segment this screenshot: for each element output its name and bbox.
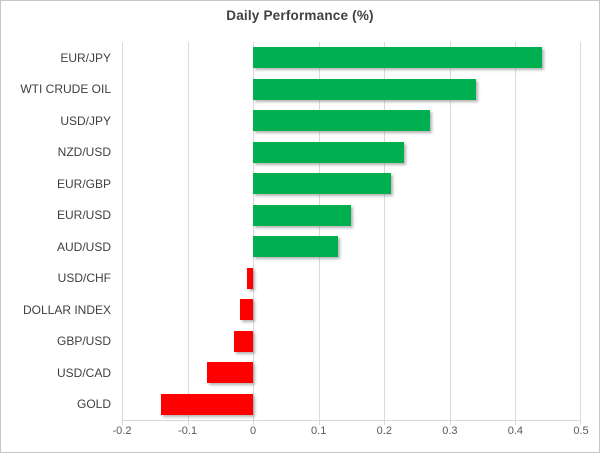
bar-usd-cad: [207, 362, 254, 384]
category-label-wti-crude-oil: WTI CRUDE OIL: [20, 82, 111, 97]
category-label-usd-cad: USD/CAD: [56, 365, 111, 380]
x-tick-label: 0.1: [311, 425, 327, 437]
category-label-dollar-index: DOLLAR INDEX: [22, 302, 111, 317]
bar-eur-usd: [253, 204, 352, 226]
bar-aud-usd: [253, 236, 339, 258]
x-tick-label: 0.2: [376, 425, 392, 437]
category-label-gold: GOLD: [76, 397, 111, 412]
bar-eur-gbp: [253, 173, 391, 195]
chart-title: Daily Performance (%): [226, 8, 374, 23]
gridline: [449, 42, 451, 425]
x-tick-label: -0.2: [112, 425, 132, 437]
category-label-usd-jpy: USD/JPY: [60, 113, 111, 128]
category-label-nzd-usd: NZD/USD: [57, 145, 111, 160]
category-label-usd-chf: USD/CHF: [57, 271, 111, 286]
category-label-eur-gbp: EUR/GBP: [56, 176, 111, 191]
gridline: [515, 42, 517, 425]
gridline: [122, 42, 123, 425]
category-label-eur-usd: EUR/USD: [56, 208, 111, 223]
x-tick-label: 0.5: [573, 425, 589, 437]
bar-nzd-usd: [253, 141, 404, 163]
x-axis-line: [122, 420, 581, 421]
category-label-eur-jpy: EUR/JPY: [60, 50, 111, 65]
gridline: [187, 42, 189, 425]
gridline: [318, 42, 320, 425]
gridline: [384, 42, 386, 425]
x-tick-label: 0: [250, 425, 257, 437]
bar-dollar-index: [240, 299, 254, 321]
x-tick-label: -0.1: [178, 425, 198, 437]
bar-gbp-usd: [233, 330, 254, 352]
bar-eur-jpy: [253, 47, 542, 69]
bar-usd-chf: [246, 267, 254, 289]
category-label-gbp-usd: GBP/USD: [56, 334, 111, 349]
x-tick-label: 0.3: [442, 425, 458, 437]
bar-gold: [161, 393, 254, 415]
gridline: [580, 42, 581, 425]
x-tick-label: 0.4: [507, 425, 524, 437]
bar-usd-jpy: [253, 110, 431, 132]
bar-wti-crude-oil: [253, 78, 476, 100]
plot-area: [122, 42, 581, 425]
category-label-aud-usd: AUD/USD: [56, 239, 111, 254]
gridline: [253, 42, 255, 425]
